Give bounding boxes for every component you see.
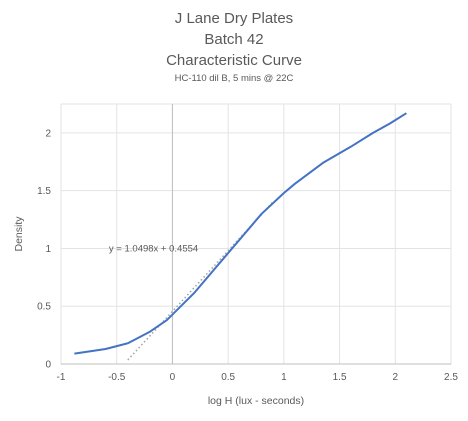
chart-subtitle: HC-110 dil B, 5 mins @ 22C (175, 73, 294, 84)
x-tick-label: 2 (393, 372, 399, 383)
chart-title-line-1: J Lane Dry Plates (175, 10, 293, 27)
x-tick-label: 2.5 (444, 372, 458, 383)
y-axis-label: Density (13, 216, 25, 252)
x-tick-label: -1 (57, 372, 66, 383)
y-tick-label: 0.5 (37, 302, 51, 313)
y-tick-label: 1.5 (37, 186, 51, 197)
x-tick-label: 0 (170, 372, 176, 383)
density-series-line (74, 112, 407, 355)
chart-title-block: J Lane Dry Plates Batch 42 Characteristi… (166, 10, 302, 84)
y-tick-label: 2 (45, 128, 51, 139)
chart-title-line-3: Characteristic Curve (166, 52, 302, 69)
y-tick-label: 1 (45, 244, 51, 255)
x-tick-label: 0.5 (221, 372, 235, 383)
axes (61, 104, 451, 365)
x-tick-label: 1.5 (333, 372, 347, 383)
plot-area (74, 112, 407, 361)
tick-labels: -1 -0.5 0 0.5 1 1.5 2 2.5 0 0.5 1 1.5 2 (37, 128, 458, 383)
x-axis-label: log H (lux - seconds) (208, 395, 304, 407)
trendline-equation-label: y = 1.0498x + 0.4554 (109, 243, 198, 254)
y-tick-label: 0 (45, 360, 51, 371)
gridlines (60, 103, 452, 364)
x-tick-label: 1 (281, 372, 287, 383)
x-tick-label: -0.5 (108, 372, 126, 383)
chart-title-line-2: Batch 42 (204, 31, 263, 48)
